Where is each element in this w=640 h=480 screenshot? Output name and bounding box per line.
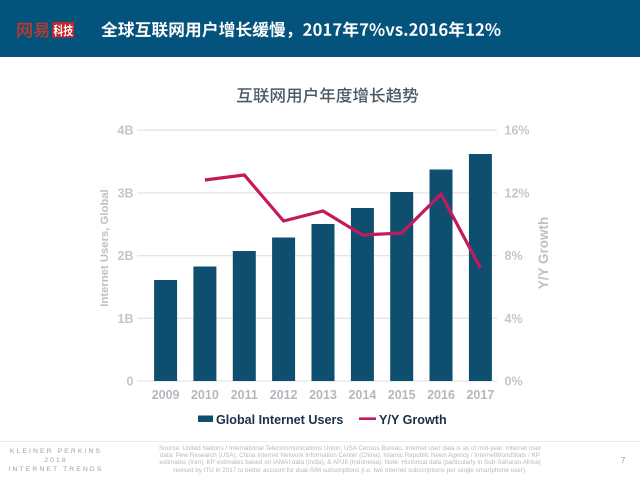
svg-text:0%: 0% [505, 375, 523, 389]
svg-text:2011: 2011 [231, 388, 258, 402]
svg-text:12%: 12% [505, 186, 530, 200]
svg-text:2014: 2014 [348, 388, 376, 402]
svg-text:8%: 8% [505, 249, 523, 263]
svg-text:2B: 2B [118, 249, 134, 263]
svg-text:2013: 2013 [309, 388, 337, 402]
svg-text:Internet Users, Global: Internet Users, Global [99, 189, 111, 306]
svg-text:Y/Y Growth: Y/Y Growth [379, 413, 447, 427]
svg-text:Y/Y Growth: Y/Y Growth [536, 217, 551, 290]
svg-text:3B: 3B [118, 186, 134, 200]
svg-text:16%: 16% [505, 124, 530, 138]
svg-text:2015: 2015 [388, 388, 416, 402]
svg-text:1B: 1B [118, 312, 134, 326]
svg-text:2010: 2010 [191, 388, 219, 402]
svg-text:4%: 4% [505, 312, 523, 326]
svg-text:2012: 2012 [270, 388, 298, 402]
svg-text:0: 0 [127, 375, 134, 389]
svg-text:2017: 2017 [466, 388, 494, 402]
svg-text:2009: 2009 [152, 388, 180, 402]
svg-text:2016: 2016 [427, 388, 455, 402]
svg-text:Global Internet Users: Global Internet Users [216, 413, 343, 427]
svg-text:4B: 4B [118, 124, 134, 138]
